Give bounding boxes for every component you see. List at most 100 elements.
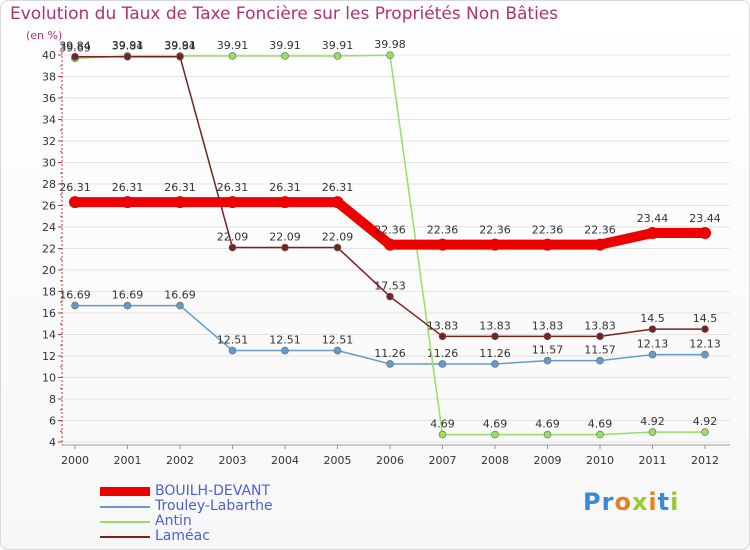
data-label-antin: 39.91	[164, 39, 196, 52]
y-tick-label: 14	[42, 329, 56, 342]
data-point-trouley-labarthe[interactable]	[701, 350, 709, 359]
data-point-antin[interactable]	[543, 430, 552, 439]
data-label-lameac: 14.5	[693, 312, 718, 325]
x-tick-label-2006: 2006	[376, 454, 404, 467]
data-label-bouilh-devant: 22.36	[532, 224, 564, 237]
x-tick-label-2000: 2000	[61, 454, 89, 467]
data-point-lameac[interactable]	[543, 332, 552, 341]
x-tick-label-2003: 2003	[219, 454, 247, 467]
data-point-bouilh-devant[interactable]	[594, 238, 606, 251]
data-point-trouley-labarthe[interactable]	[543, 356, 552, 365]
legend-label-bouilh-devant: BOUILH-DEVANT	[155, 483, 271, 499]
x-tick-label-2007: 2007	[429, 454, 457, 467]
data-label-bouilh-devant: 22.36	[374, 224, 406, 237]
legend-label-lameac: Laméac	[155, 528, 210, 544]
data-point-lameac[interactable]	[438, 332, 447, 341]
data-label-trouley-labarthe: 12.13	[689, 338, 721, 351]
data-point-bouilh-devant[interactable]	[699, 227, 711, 240]
legend-swatch-trouley-labarthe	[100, 506, 150, 508]
y-tick-label: 36	[42, 92, 56, 105]
data-label-antin: 4.69	[483, 418, 508, 431]
data-point-lameac[interactable]	[596, 332, 604, 341]
legend-swatch-bouilh-devant	[100, 487, 150, 496]
data-label-lameac: 17.53	[374, 280, 406, 293]
data-point-lameac[interactable]	[176, 52, 184, 61]
y-tick-label: 16	[42, 307, 56, 320]
data-point-bouilh-devant[interactable]	[226, 196, 239, 209]
data-point-lameac[interactable]	[491, 332, 499, 341]
data-point-lameac[interactable]	[333, 243, 342, 252]
data-point-lameac[interactable]	[386, 292, 394, 301]
data-point-trouley-labarthe[interactable]	[333, 346, 342, 355]
data-label-bouilh-devant: 22.36	[427, 224, 459, 237]
legend-swatch-lameac	[100, 536, 150, 538]
data-label-antin: 4.69	[588, 418, 613, 431]
data-point-antin[interactable]	[386, 51, 394, 60]
data-point-trouley-labarthe[interactable]	[491, 360, 499, 368]
data-point-bouilh-devant[interactable]	[489, 238, 501, 251]
data-point-lameac[interactable]	[701, 325, 709, 333]
data-point-bouilh-devant[interactable]	[436, 238, 449, 251]
x-tick-label-2004: 2004	[271, 454, 299, 467]
data-label-antin: 39.91	[322, 39, 354, 52]
data-point-antin[interactable]	[333, 52, 342, 60]
data-point-bouilh-devant[interactable]	[121, 196, 134, 209]
data-point-lameac[interactable]	[648, 325, 657, 333]
data-label-antin: 39.69	[59, 41, 91, 54]
data-label-trouley-labarthe: 11.26	[374, 347, 406, 360]
series-lameac: 39.84 39.84 39.84 22.09 22.09 22.09 17.53 13.83…	[59, 40, 718, 341]
data-point-trouley-labarthe[interactable]	[228, 346, 237, 355]
series-bouilh-devant: 26.31 26.31 26.31 26.31 26.31 26.31 22.36 22.36…	[59, 181, 721, 251]
x-tick-label-2010: 2010	[586, 454, 614, 467]
data-point-lameac[interactable]	[71, 52, 79, 61]
chart-subtitle: (en %)	[26, 29, 63, 42]
y-tick-label: 8	[49, 393, 56, 406]
data-point-antin[interactable]	[281, 52, 289, 60]
data-point-lameac[interactable]	[228, 243, 237, 252]
data-label-bouilh-devant: 26.31	[322, 181, 354, 194]
data-label-lameac: 39.84	[164, 40, 196, 53]
data-label-bouilh-devant: 22.36	[479, 224, 511, 237]
data-point-bouilh-devant[interactable]	[331, 196, 344, 209]
data-point-lameac[interactable]	[123, 52, 132, 61]
data-point-trouley-labarthe[interactable]	[176, 301, 184, 310]
data-point-trouley-labarthe[interactable]	[596, 356, 604, 365]
data-point-antin[interactable]	[438, 430, 447, 439]
data-point-bouilh-devant[interactable]	[69, 196, 81, 209]
data-point-trouley-labarthe[interactable]	[123, 301, 132, 310]
data-point-antin[interactable]	[701, 428, 709, 436]
data-point-bouilh-devant[interactable]	[646, 227, 659, 240]
legend-label-trouley-labarthe: Trouley-Labarthe	[155, 498, 273, 514]
data-point-bouilh-devant[interactable]	[541, 238, 554, 251]
data-point-bouilh-devant[interactable]	[384, 238, 396, 251]
data-point-antin[interactable]	[648, 428, 657, 436]
data-point-antin[interactable]	[596, 430, 604, 439]
data-point-bouilh-devant[interactable]	[174, 196, 186, 209]
data-point-trouley-labarthe[interactable]	[281, 346, 289, 355]
data-point-bouilh-devant[interactable]	[279, 196, 291, 209]
y-tick-label: 40	[42, 49, 56, 62]
data-point-trouley-labarthe[interactable]	[438, 360, 447, 368]
y-tick-label: 26	[42, 200, 56, 213]
data-label-lameac: 39.84	[59, 40, 91, 53]
data-label-bouilh-devant: 23.44	[689, 212, 721, 225]
x-tick-label-2011: 2011	[639, 454, 667, 467]
legend-label-antin: Antin	[155, 513, 192, 529]
data-point-trouley-labarthe[interactable]	[71, 301, 79, 310]
data-label-bouilh-devant: 26.31	[59, 181, 91, 194]
y-tick-label: 28	[42, 178, 56, 191]
data-label-bouilh-devant: 26.31	[164, 181, 196, 194]
data-label-bouilh-devant: 26.31	[269, 181, 301, 194]
x-tick-label-2009: 2009	[534, 454, 562, 467]
data-label-lameac: 14.5	[640, 312, 665, 325]
data-point-antin[interactable]	[491, 430, 499, 439]
x-tick-label-2005: 2005	[324, 454, 352, 467]
data-point-antin[interactable]	[228, 52, 237, 60]
data-point-lameac[interactable]	[281, 243, 289, 252]
data-point-trouley-labarthe[interactable]	[386, 360, 394, 368]
y-tick-label: 20	[42, 264, 56, 277]
data-label-bouilh-devant: 22.36	[584, 224, 616, 237]
data-label-trouley-labarthe: 11.57	[532, 344, 564, 357]
y-tick-label: 34	[42, 114, 56, 127]
data-point-trouley-labarthe[interactable]	[648, 350, 657, 359]
